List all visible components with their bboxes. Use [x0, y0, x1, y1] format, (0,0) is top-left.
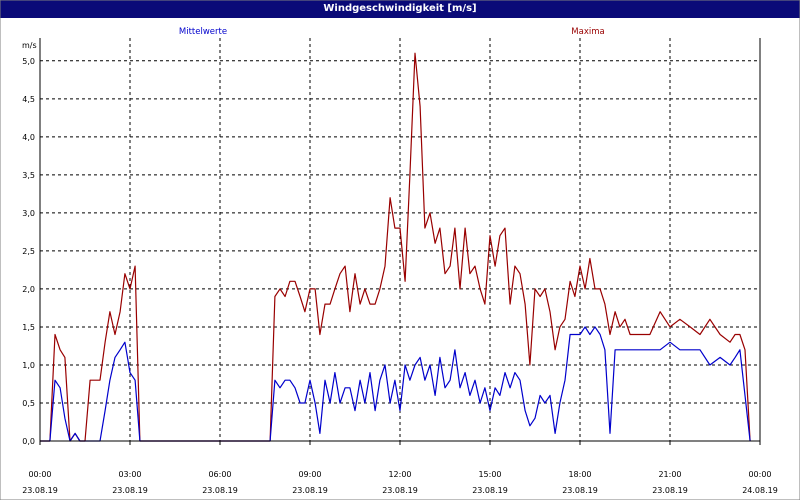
x-tick-time: 00:00	[748, 470, 771, 479]
x-tick-date: 23.08.19	[202, 486, 238, 495]
y-tick-label: 2,0	[22, 285, 35, 294]
x-tick-date: 23.08.19	[382, 486, 418, 495]
grid	[40, 38, 760, 441]
legend-maxima: Maxima	[571, 27, 604, 37]
x-tick-time: 00:00	[28, 470, 51, 479]
legend-mittelwerte: Mittelwerte	[179, 27, 227, 37]
y-tick-label: 4,0	[22, 133, 35, 142]
x-tick-date: 24.08.19	[742, 486, 778, 495]
series-line-mittelwerte	[40, 326, 751, 442]
chart-title: Windgeschwindigkeit [m/s]	[323, 3, 477, 14]
x-tick-time: 06:00	[208, 470, 231, 479]
x-tick-time: 09:00	[298, 470, 321, 479]
x-tick-date: 23.08.19	[652, 486, 688, 495]
axes: 0,0 0,5 1,0 1,5 2,0 2,5 3,0 3,5 4,0 4,5 5,0 00:00 23…	[22, 38, 778, 495]
x-tick-time: 18:00	[568, 470, 591, 479]
y-tick-label: 2,5	[22, 247, 35, 256]
x-tick-date: 23.08.19	[112, 486, 148, 495]
series-line-maxima	[40, 52, 751, 442]
y-tick-label: 3,0	[22, 209, 35, 218]
x-tick-date: 23.08.19	[562, 486, 598, 495]
x-tick-time: 03:00	[118, 470, 141, 479]
title-bar	[0, 0, 800, 18]
y-tick-label: 4,5	[22, 95, 35, 104]
y-tick-label: 1,5	[22, 323, 35, 332]
y-tick-label: 0,5	[22, 399, 35, 408]
y-tick-label: 1,0	[22, 361, 35, 370]
x-tick-time: 12:00	[388, 470, 411, 479]
x-tick-time: 21:00	[658, 470, 681, 479]
y-axis-unit: m/s	[22, 41, 37, 50]
x-tick-date: 23.08.19	[292, 486, 328, 495]
x-tick-date: 23.08.19	[472, 486, 508, 495]
y-tick-label: 3,5	[22, 171, 35, 180]
y-tick-label: 0,0	[22, 437, 35, 446]
x-tick-date: 23.08.19	[22, 486, 58, 495]
x-tick-time: 15:00	[478, 470, 501, 479]
y-tick-label: 5,0	[22, 57, 35, 66]
series-lines	[40, 52, 751, 442]
